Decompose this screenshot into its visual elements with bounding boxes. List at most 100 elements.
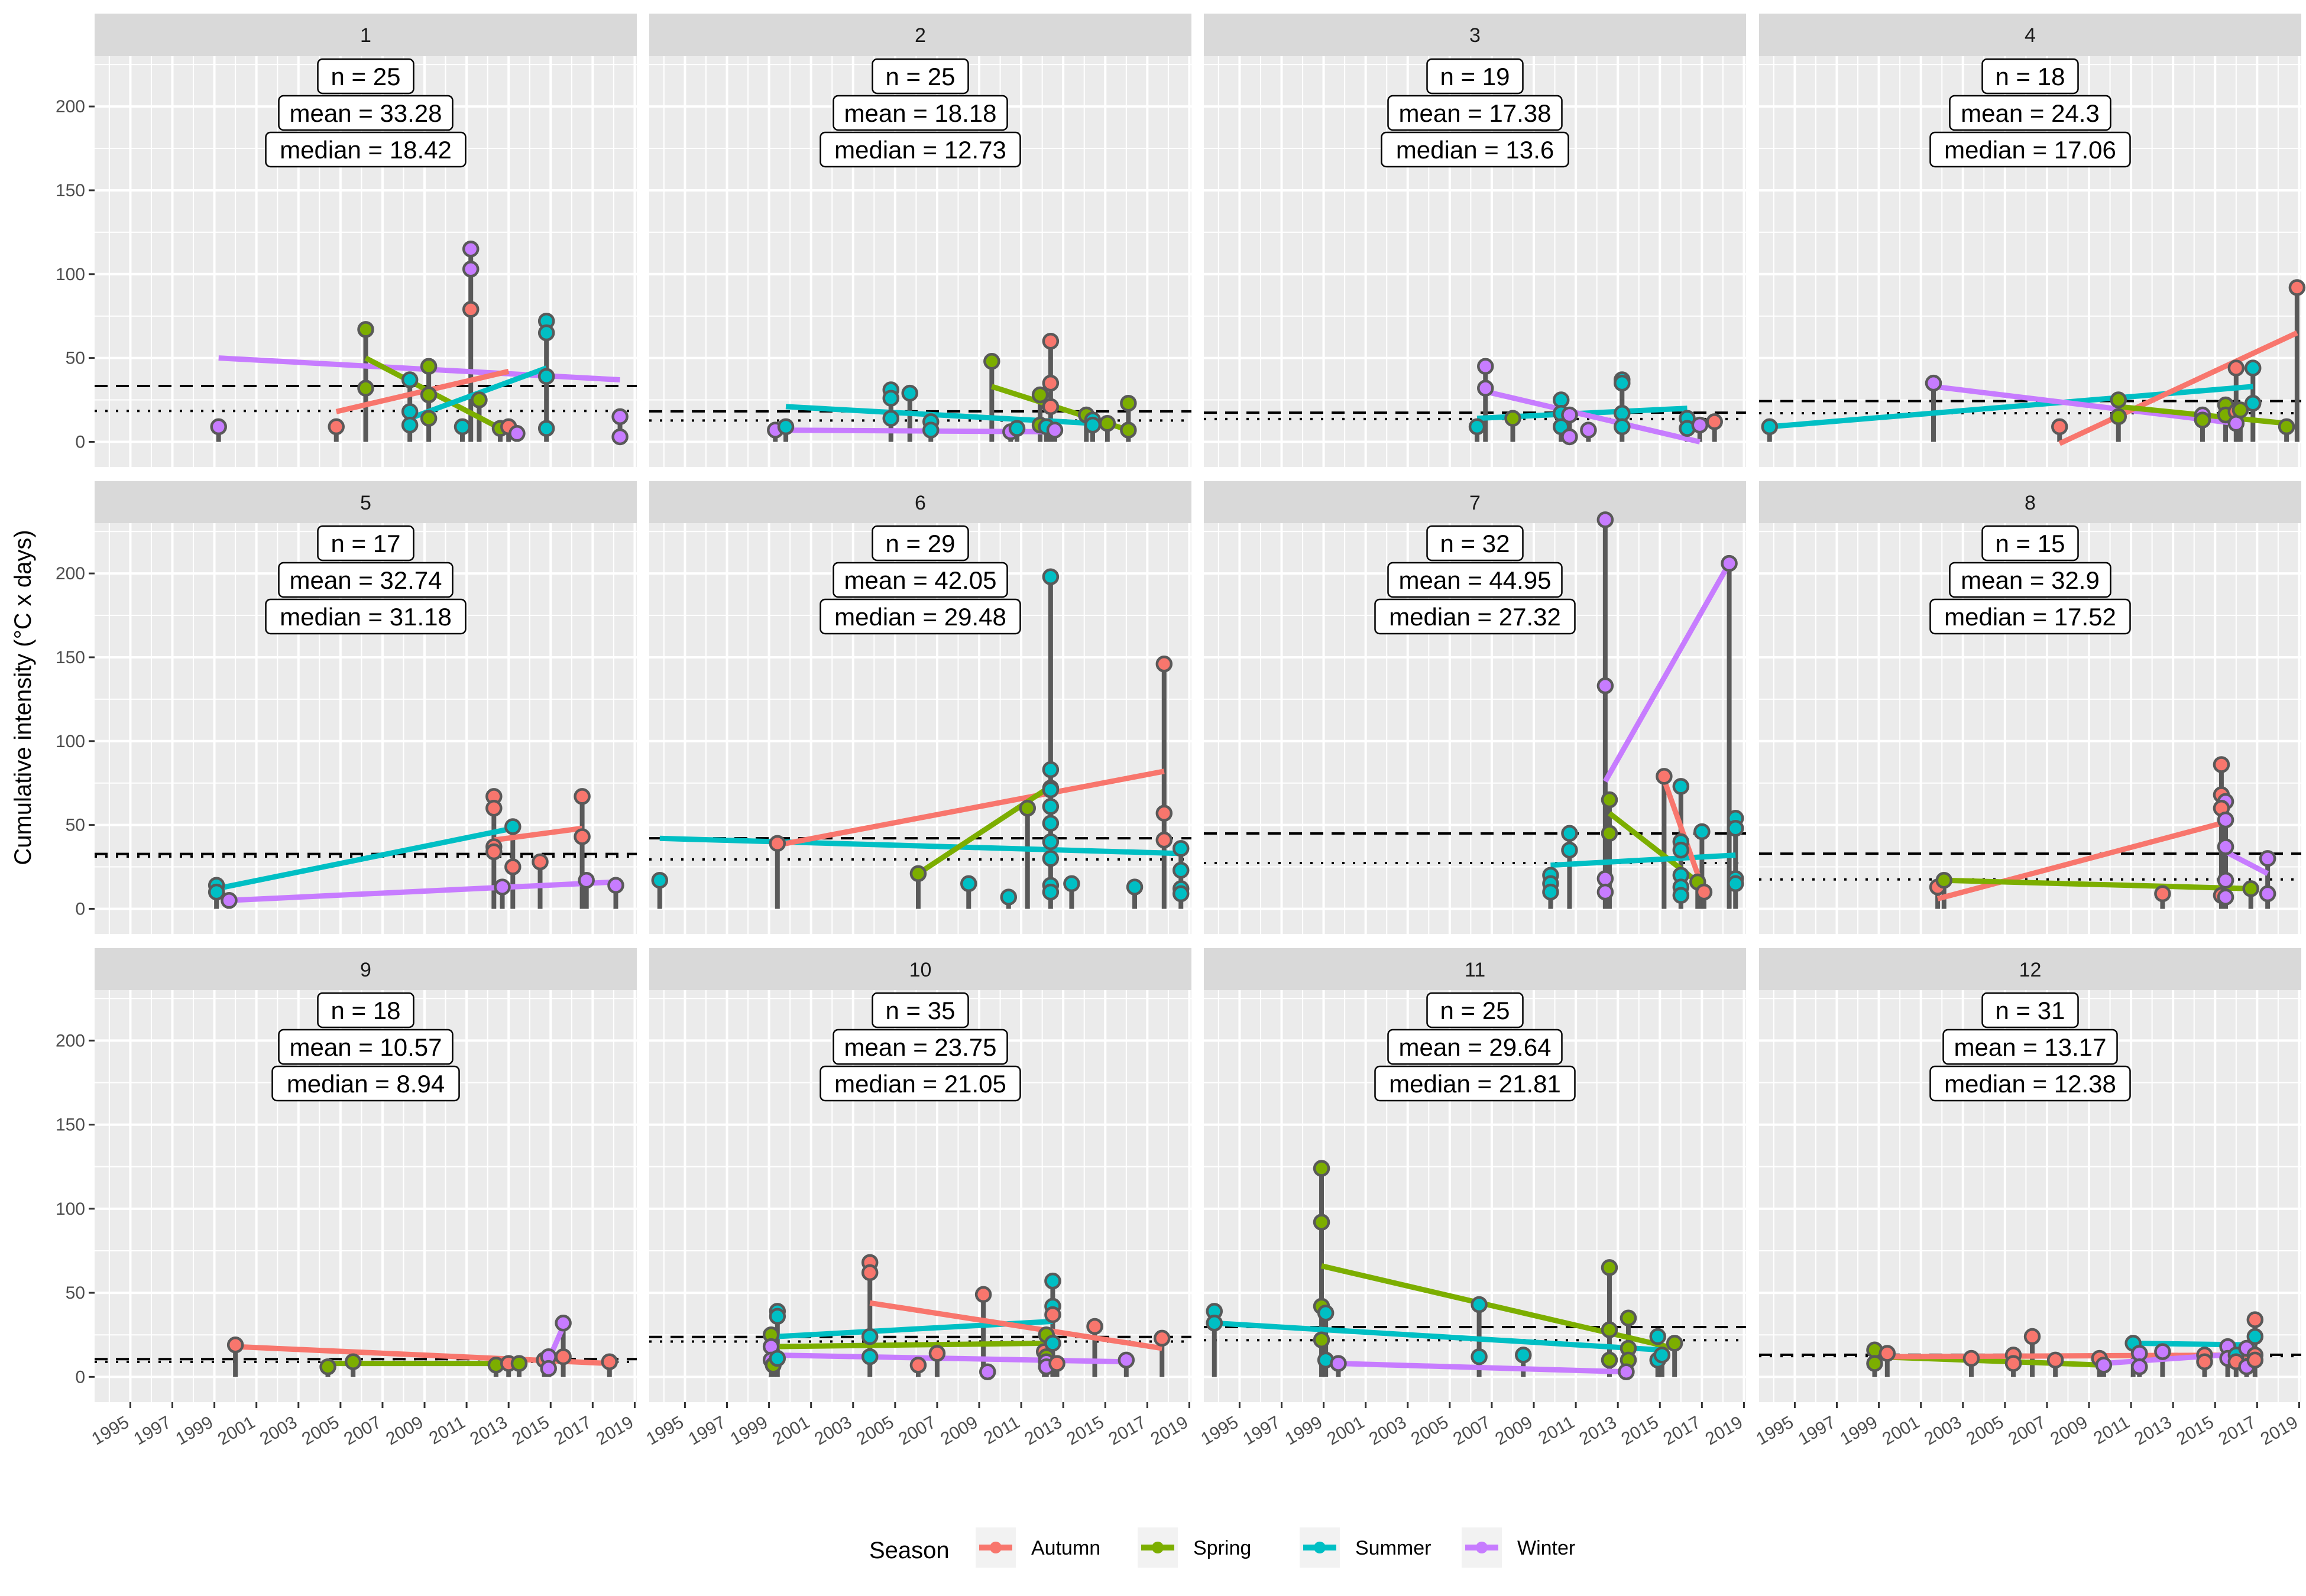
data-point-autumn — [1042, 398, 1060, 416]
data-point-winter — [1561, 406, 1578, 424]
y-tick-label: 50 — [66, 349, 85, 368]
x-tick-label: 2001 — [769, 1412, 813, 1449]
data-point-winter — [1580, 421, 1597, 439]
facet-strip-label: 12 — [2019, 959, 2042, 981]
data-point-spring — [1313, 1160, 1330, 1177]
data-point-autumn — [1656, 768, 1673, 785]
annotation-n-box — [1426, 525, 1524, 562]
facet-strip-label: 5 — [360, 492, 371, 514]
data-point-autumn — [574, 788, 591, 805]
annotation-n: n = 25 — [872, 58, 969, 95]
facet-strip — [1204, 481, 1746, 523]
data-point-spring — [344, 1353, 362, 1370]
annotation-median: median = 18.42 — [265, 131, 467, 168]
data-point-winter — [1561, 428, 1578, 446]
data-point-winter — [1046, 421, 1064, 439]
trend-line-summer — [1214, 1320, 1663, 1353]
annotation-mean-text: mean = 23.75 — [844, 1033, 996, 1061]
annotation-mean-text: mean = 44.95 — [1398, 566, 1551, 594]
annotation-median-text: median = 8.94 — [287, 1070, 445, 1098]
trend-line-summer — [1550, 852, 1736, 868]
annotation-median-text: median = 12.73 — [834, 136, 1006, 164]
data-point-summer — [1172, 885, 1190, 903]
data-point-summer — [1042, 883, 1060, 901]
facet-panel-4: 4 n = 18 mean = 24.3 median = 17.06 — [1759, 14, 2306, 467]
facet-strip-label: 8 — [2025, 492, 2036, 514]
data-point-autumn — [2288, 279, 2306, 296]
data-point-autumn — [1048, 1355, 1065, 1372]
annotation-median: median = 21.81 — [1374, 1065, 1576, 1102]
annotation-n-box — [1426, 58, 1524, 95]
annotation-mean-text: mean = 24.3 — [1961, 99, 2100, 127]
facet-strip-label: 1 — [360, 24, 371, 47]
x-tick-label: 2007 — [341, 1412, 384, 1449]
data-point-summer — [1561, 841, 1578, 859]
data-point-winter — [2217, 838, 2234, 855]
facet-strip-label: 9 — [360, 959, 371, 981]
legend-item-winter: Winter — [1462, 1527, 1575, 1568]
data-point-summer — [1172, 840, 1190, 857]
annotation-median-text: median = 17.52 — [1944, 603, 2116, 631]
annotation-mean: mean = 33.28 — [278, 95, 454, 131]
data-point-autumn — [1153, 1329, 1171, 1347]
annotation-n: n = 25 — [317, 58, 414, 95]
annotation-n-text: n = 17 — [331, 530, 401, 557]
facet-strip — [1204, 948, 1746, 990]
data-point-spring — [2194, 411, 2211, 429]
annotation-n-box — [1981, 58, 2079, 95]
trend-line-summer — [659, 835, 1181, 857]
data-point-winter — [462, 240, 480, 258]
annotation-n-text: n = 32 — [1440, 530, 1510, 557]
facet-panel-1: 1 0 50 100 150 200 n = 25 mean = 33.28 median = … — [56, 14, 637, 467]
data-point-summer — [2246, 1328, 2264, 1345]
data-point-summer — [769, 1308, 786, 1325]
trend-line-winter — [2224, 849, 2269, 876]
facet-strip — [95, 481, 637, 523]
trend-line-autumn — [869, 1300, 1162, 1351]
trend-line-spring — [1944, 877, 2251, 891]
data-point-spring — [1099, 414, 1116, 432]
data-point-spring — [1313, 1331, 1330, 1348]
data-point-summer — [1172, 861, 1190, 879]
y-tick-label: 200 — [56, 1031, 85, 1050]
y-tick-label: 0 — [75, 899, 85, 919]
data-point-autumn — [555, 1348, 572, 1365]
annotation-mean-box — [278, 562, 454, 598]
annotation-n-box — [317, 525, 414, 562]
annotation-n: n = 15 — [1981, 525, 2079, 562]
data-point-autumn — [1155, 656, 1173, 673]
data-point-summer — [861, 1348, 879, 1365]
data-point-summer — [1042, 761, 1060, 778]
annotation-median-text: median = 27.32 — [1389, 603, 1561, 631]
data-point-spring — [1504, 410, 1521, 427]
annotation-median: median = 13.6 — [1381, 131, 1569, 168]
data-point-winter — [210, 418, 227, 436]
data-point-summer — [1468, 418, 1486, 436]
data-point-summer — [504, 818, 522, 835]
facet-strip-label: 3 — [1469, 24, 1481, 47]
data-point-summer — [1649, 1328, 1666, 1345]
x-tick-label: 2005 — [853, 1412, 897, 1449]
x-tick-label: 2003 — [257, 1412, 300, 1449]
y-tick-label: 100 — [56, 1199, 85, 1219]
trend-line-winter — [1602, 562, 1732, 783]
annotation-mean: mean = 24.3 — [1949, 95, 2111, 131]
data-point-winter — [1721, 554, 1738, 572]
data-point-spring — [2278, 418, 2295, 436]
data-point-autumn — [601, 1353, 618, 1370]
data-point-summer — [1471, 1348, 1488, 1365]
data-point-spring — [1601, 1351, 1618, 1369]
x-tick-label: 2019 — [1702, 1412, 1746, 1449]
x-tick-label: 1999 — [173, 1412, 216, 1449]
y-tick-label: 0 — [75, 432, 85, 452]
x-tick-label: 1999 — [727, 1412, 771, 1449]
facet-strip — [1759, 948, 2301, 990]
data-point-summer — [882, 390, 899, 407]
x-tick-label: 2005 — [1963, 1412, 2007, 1449]
annotation-mean: mean = 42.05 — [833, 562, 1008, 598]
x-tick-label: 2009 — [1492, 1412, 1536, 1449]
facet-strip-label: 4 — [2025, 24, 2036, 47]
x-tick-label: 2013 — [1021, 1412, 1065, 1449]
data-point-spring — [1031, 386, 1049, 404]
data-point-autumn — [2004, 1355, 2022, 1372]
